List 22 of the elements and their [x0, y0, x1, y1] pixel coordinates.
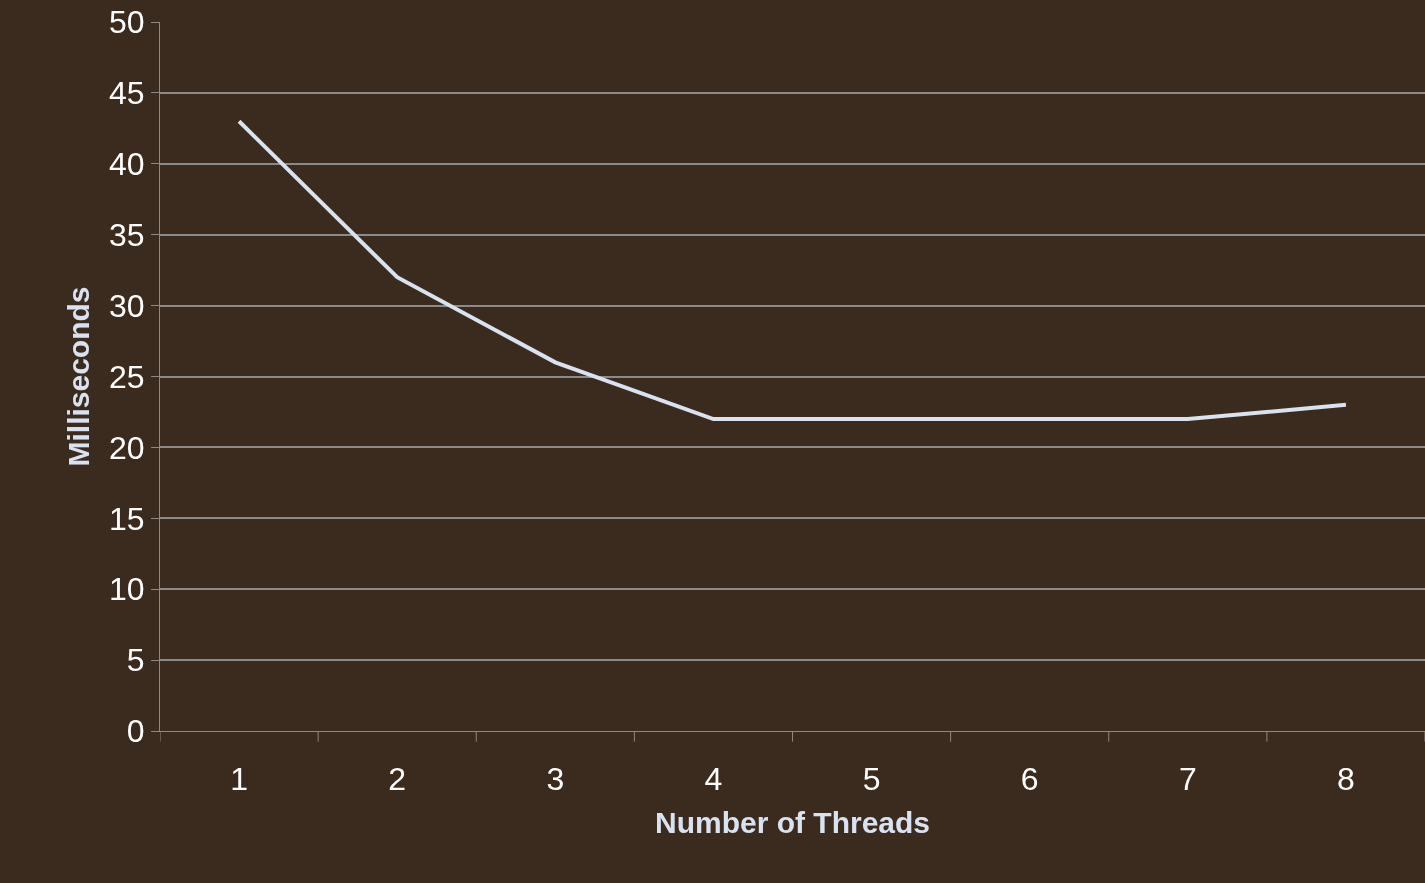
y-tick-label: 45 — [109, 75, 145, 112]
y-tick-label: 0 — [126, 713, 145, 750]
x-axis-title: Number of Threads — [654, 805, 931, 839]
x-tick-label: 2 — [388, 761, 407, 798]
y-tick-label: 5 — [126, 642, 145, 679]
y-tick-label: 15 — [109, 500, 145, 537]
line-series — [237, 119, 1348, 422]
x-tick-label: 1 — [230, 761, 248, 798]
y-tick-label: 50 — [109, 4, 145, 41]
x-tick-label: 3 — [546, 761, 565, 798]
y-tick-label: 20 — [109, 429, 145, 466]
x-tick-label: 4 — [704, 761, 723, 798]
x-tick-label: 6 — [1020, 761, 1039, 798]
y-tick-label: 30 — [109, 287, 145, 324]
y-axis-title: Milliseconds — [62, 286, 96, 467]
y-tick-label: 10 — [109, 571, 145, 608]
x-tick-label: 8 — [1337, 761, 1355, 798]
y-tick-label: 25 — [109, 358, 145, 395]
y-tick-label: 40 — [109, 146, 145, 182]
x-tick-label: 7 — [1178, 761, 1197, 798]
y-tick-label: 35 — [109, 216, 145, 253]
x-tick-label: 5 — [862, 761, 881, 798]
